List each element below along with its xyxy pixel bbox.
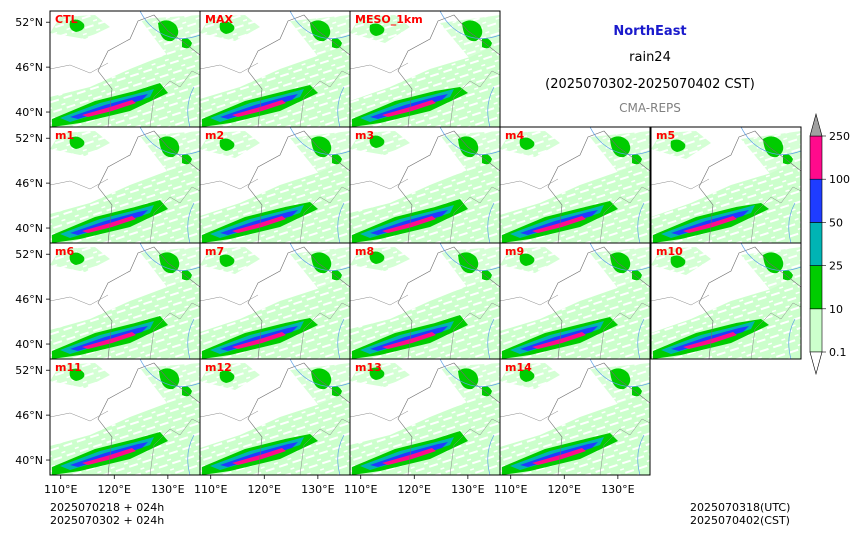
y-tick-label: 46°N	[15, 177, 43, 190]
panel-grid: CTL MAX MESO_1km m1 m2 m3 m4 m5 m6 m7 m8 m9 m10 m11 m1…	[49, 10, 802, 476]
panel-label: MAX	[205, 13, 233, 26]
panel-label: m14	[505, 361, 532, 374]
panel-m11: m11	[49, 358, 201, 476]
panel-label: m11	[55, 361, 82, 374]
region-title: NorthEast	[613, 24, 687, 39]
colorbar-tick-label: 10	[829, 303, 843, 316]
panel-label: m6	[55, 245, 74, 258]
panel-label: MESO_1km	[355, 13, 423, 26]
colorbar-tick-label: 50	[829, 216, 843, 229]
x-tick-label: 120°E	[98, 483, 131, 496]
panel-m9: m9	[499, 242, 651, 360]
valid-time-info: 2025070318(UTC) 2025070402(CST)	[690, 501, 790, 527]
y-tick-label: 46°N	[15, 409, 43, 422]
colorbar: 0.1 10 25 50 100 250	[809, 112, 850, 376]
colorbar-segment	[809, 178, 823, 223]
panel-m14: m14	[499, 358, 651, 476]
panel-label: m7	[205, 245, 224, 258]
y-tick-label: 52°N	[15, 364, 43, 377]
y-tick-label: 46°N	[15, 293, 43, 306]
panel-m4: m4	[499, 126, 651, 244]
panel-label: m3	[355, 129, 374, 142]
init-cst: 2025070302 + 024h	[50, 514, 165, 527]
colorbar-segment	[809, 222, 823, 266]
panel-meso-1km: MESO_1km	[349, 10, 501, 128]
colorbar-tick-label: 0.1	[829, 346, 847, 359]
y-tick-label: 52°N	[15, 132, 43, 145]
panel-label: m13	[355, 361, 382, 374]
panel-m10: m10	[650, 242, 802, 360]
init-time-info: 2025070218 + 024h 2025070302 + 024h	[50, 501, 164, 527]
init-utc: 2025070218 + 024h	[50, 501, 165, 514]
panel-label: m12	[205, 361, 232, 374]
tick-labels: 40°N 46°N 52°N 40°N 46°N 52°N 40°N 46°N 52°N 40°N…	[15, 16, 634, 496]
colorbar-tick-label: 250	[829, 130, 850, 143]
panel-m7: m7	[199, 242, 351, 360]
valid-cst: 2025070402(CST)	[690, 514, 790, 527]
y-tick-label: 40°N	[15, 338, 43, 351]
variable-title: rain24	[629, 50, 671, 65]
x-tick-label: 130°E	[151, 483, 184, 496]
panel-m12: m12	[199, 358, 351, 476]
y-tick-label: 40°N	[15, 222, 43, 235]
colorbar-segment	[809, 265, 823, 310]
panel-label: m9	[505, 245, 524, 258]
x-tick-label: 120°E	[248, 483, 281, 496]
y-tick-label: 40°N	[15, 106, 43, 119]
x-tick-label: 130°E	[601, 483, 634, 496]
colorbar-segment	[809, 135, 823, 180]
panel-m2: m2	[199, 126, 351, 244]
x-tick-label: 110°E	[44, 483, 77, 496]
x-tick-label: 120°E	[548, 483, 581, 496]
panel-label: m10	[656, 245, 683, 258]
panel-m13: m13	[349, 358, 501, 476]
y-tick-label: 52°N	[15, 16, 43, 29]
panel-m1: m1	[49, 126, 201, 244]
panel-max: MAX	[199, 10, 351, 128]
panel-label: m5	[656, 129, 675, 142]
panel-m5: m5	[650, 126, 802, 244]
panel-m6: m6	[49, 242, 201, 360]
panel-label: m1	[55, 129, 74, 142]
panel-m8: m8	[349, 242, 501, 360]
panel-ctl: CTL	[49, 10, 201, 128]
colorbar-tick-label: 25	[829, 260, 843, 273]
source-title: CMA-REPS	[619, 101, 681, 115]
x-tick-label: 130°E	[451, 483, 484, 496]
colorbar-tick-label: 100	[829, 173, 850, 186]
valid-utc: 2025070318(UTC)	[690, 501, 791, 514]
x-tick-label: 130°E	[301, 483, 334, 496]
x-tick-label: 110°E	[494, 483, 527, 496]
y-tick-label: 46°N	[15, 61, 43, 74]
y-tick-label: 52°N	[15, 248, 43, 261]
period-title: (2025070302-2025070402 CST)	[545, 77, 755, 92]
x-tick-label: 110°E	[194, 483, 227, 496]
x-tick-label: 120°E	[398, 483, 431, 496]
x-tick-label: 110°E	[344, 483, 377, 496]
panel-label: m4	[505, 129, 524, 142]
panel-label: m8	[355, 245, 374, 258]
colorbar-extend-min	[809, 351, 823, 376]
y-tick-label: 40°N	[15, 454, 43, 467]
colorbar-extend-max	[809, 112, 823, 137]
panel-m3: m3	[349, 126, 501, 244]
panel-label: CTL	[55, 13, 78, 26]
colorbar-segment	[809, 308, 823, 353]
panel-label: m2	[205, 129, 224, 142]
